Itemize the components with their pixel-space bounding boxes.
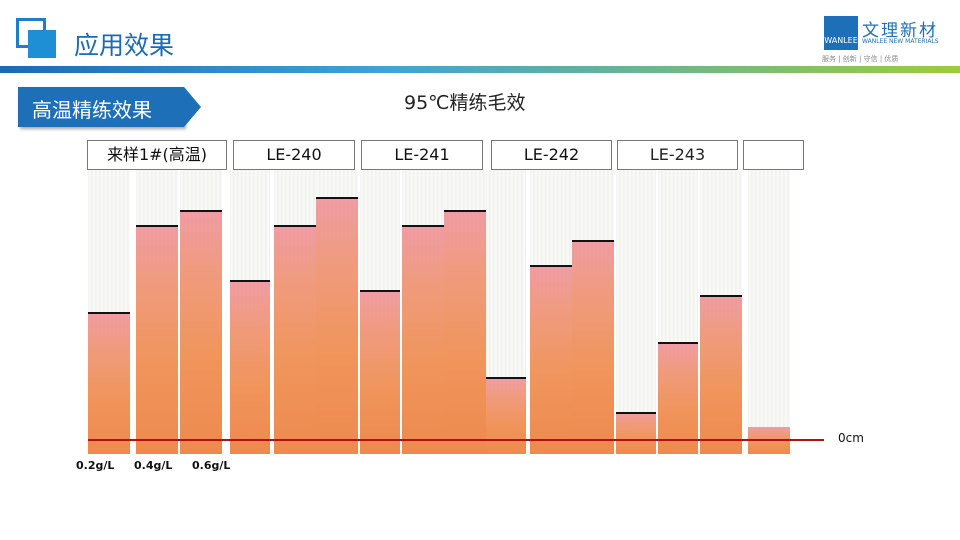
concentration-label: 0.2g/L <box>76 459 115 472</box>
group-label-sample: 来样1#(高温) <box>87 140 227 170</box>
wicking-strip <box>136 170 178 454</box>
wicking-height-mark <box>616 412 656 414</box>
concentration-label: 0.6g/L <box>192 459 231 472</box>
wicking-strip <box>230 170 270 454</box>
main-heading: 95℃精练毛效 <box>404 92 526 114</box>
wicking-height-mark <box>486 377 526 379</box>
wicking-strip <box>486 170 526 454</box>
wicking-strip <box>748 170 790 454</box>
wicking-height-mark <box>180 210 222 212</box>
wicking-strip <box>360 170 400 454</box>
page-title: 应用效果 <box>74 31 175 60</box>
wicking-height-mark <box>402 225 444 227</box>
wicking-strip <box>530 170 572 454</box>
brand-english-name: WANLEE NEW MATERIALS <box>862 38 939 45</box>
wicking-strip <box>700 170 742 454</box>
group-label-le243: LE-243 <box>617 140 738 170</box>
wicking-height-mark <box>274 225 316 227</box>
group-label-blank: 空白 <box>743 140 804 170</box>
wicking-strip <box>572 170 614 454</box>
wicking-height-mark <box>530 265 572 267</box>
wicking-strip <box>444 170 486 454</box>
wicking-height-mark <box>316 197 358 199</box>
group-label-le240: LE-240 <box>233 140 355 170</box>
wicking-height-mark <box>658 342 698 344</box>
wicking-height-mark <box>136 225 178 227</box>
wicking-strip <box>180 170 222 454</box>
wicking-strip <box>274 170 316 454</box>
wicking-strips-photo <box>82 170 792 454</box>
group-label-le242: LE-242 <box>491 140 612 170</box>
brand-mark-icon: WANLEE <box>824 16 858 50</box>
zero-label: 0cm <box>838 431 864 445</box>
wicking-strip <box>658 170 698 454</box>
section-tag-label: 高温精练效果 <box>32 98 152 122</box>
header-divider <box>0 66 960 73</box>
wicking-strip <box>616 170 656 454</box>
wicking-strip <box>88 170 130 454</box>
company-logo: WANLEE 文理新材 WANLEE NEW MATERIALS 服务 | 创新… <box>822 16 952 64</box>
brand-slogan: 服务 | 创新 | 守信 | 优质 <box>822 55 899 63</box>
zero-baseline <box>88 439 824 441</box>
wicking-height-mark <box>444 210 486 212</box>
wicking-height-mark <box>360 290 400 292</box>
brand-name: 文理新材 <box>862 21 938 41</box>
wicking-height-mark <box>572 240 614 242</box>
title-logo-squares <box>16 18 56 60</box>
wicking-strip <box>316 170 358 454</box>
wicking-height-mark <box>230 280 270 282</box>
wicking-height-mark <box>88 312 130 314</box>
wicking-height-mark <box>700 295 742 297</box>
wicking-strip <box>402 170 444 454</box>
section-tag: 高温精练效果 <box>18 87 201 127</box>
concentration-label: 0.4g/L <box>134 459 173 472</box>
group-label-le241: LE-241 <box>361 140 483 170</box>
